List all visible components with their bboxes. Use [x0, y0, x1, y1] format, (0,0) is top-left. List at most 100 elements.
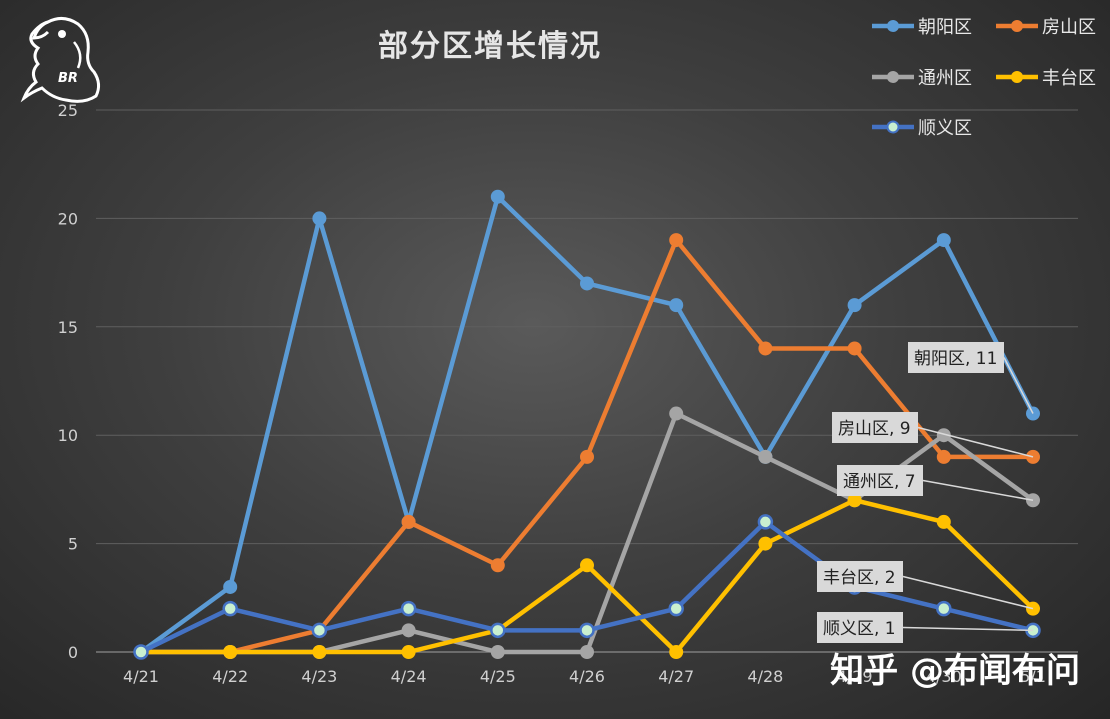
data-label: 朝阳区, 11 [908, 342, 1034, 414]
x-tick-label: 4/21 [123, 667, 159, 686]
data-point [669, 298, 684, 313]
data-label-box [832, 412, 918, 443]
data-label-text: 房山区, 9 [838, 419, 911, 439]
series-group [133, 189, 1041, 660]
legend-item: 顺义区 [872, 118, 972, 139]
data-point [312, 211, 327, 226]
y-tick-label: 0 [68, 643, 78, 662]
leader-line [1003, 357, 1034, 414]
data-point [847, 341, 862, 356]
legend-item: 丰台区 [996, 68, 1096, 89]
data-label-box [908, 342, 1004, 373]
chart-title: 部分区增长情况 [378, 29, 602, 64]
data-point [936, 428, 951, 443]
data-label-text: 朝阳区, 11 [914, 349, 997, 369]
leader-line [922, 479, 1034, 501]
data-label-box [817, 561, 903, 592]
legend-label: 顺义区 [918, 118, 972, 139]
data-point [490, 645, 505, 659]
data-point [401, 623, 416, 638]
data-point [490, 558, 505, 573]
legend-label: 通州区 [918, 68, 972, 89]
y-tick-label: 15 [58, 318, 78, 337]
y-tick-label: 5 [68, 535, 78, 554]
leader-line [902, 575, 1034, 610]
data-point [400, 600, 417, 617]
data-point [668, 600, 684, 617]
data-point [312, 645, 327, 659]
data-point [847, 298, 862, 313]
legend-marker [886, 120, 900, 134]
data-point [936, 514, 951, 529]
data-point [579, 622, 595, 639]
x-tick-label: 4/30 [926, 667, 962, 686]
legend-item: 房山区 [996, 17, 1096, 38]
x-tick-label: 4/22 [212, 667, 248, 686]
data-label: 通州区, 7 [837, 465, 1034, 501]
y-tick-label: 10 [58, 426, 78, 445]
x-tick-label: 4/28 [747, 667, 783, 686]
data-point [847, 493, 862, 508]
legend-marker [1011, 20, 1023, 32]
series-3 [134, 406, 1040, 659]
x-tick-label: 5/1 [1020, 667, 1046, 686]
data-label: 丰台区, 2 [817, 561, 1034, 610]
x-tick-label: 4/23 [301, 667, 337, 686]
y-tick-label: 25 [58, 101, 78, 120]
data-point [223, 645, 238, 659]
x-axis: 4/21 4/22 4/23 4/24 4/25 4/26 4/27 4/28 4/29 4/30… [123, 667, 1046, 686]
data-label-text: 顺义区, 1 [823, 619, 896, 639]
x-tick-label: 4/26 [569, 667, 605, 686]
series-5 [133, 514, 1041, 660]
data-point [669, 406, 684, 421]
data-point [936, 233, 951, 248]
data-point [223, 579, 238, 594]
legend-marker [887, 71, 899, 83]
legend-item: 朝阳区 [872, 17, 972, 38]
parrot-logo-icon: BR [20, 17, 101, 103]
data-point [311, 622, 328, 639]
data-point [580, 645, 594, 659]
data-label: 房山区, 9 [832, 412, 1034, 458]
data-point [669, 645, 684, 659]
data-point [936, 449, 951, 464]
data-label-text: 通州区, 7 [843, 472, 916, 492]
logo-text: BR [58, 71, 78, 86]
legend-item: 通州区 [872, 68, 972, 89]
data-point [758, 536, 773, 551]
legend-label: 丰台区 [1042, 68, 1096, 89]
legend-marker [1011, 71, 1023, 83]
data-label-box [817, 612, 903, 643]
data-label: 顺义区, 1 [817, 612, 1034, 643]
leader-line [917, 426, 1034, 458]
y-tick-label: 20 [58, 209, 78, 228]
data-point [490, 189, 505, 204]
legend-marker [887, 20, 899, 32]
series-2 [134, 233, 1040, 659]
y-axis: 0 5 10 15 20 25 [58, 101, 78, 662]
data-label-text: 丰台区, 2 [823, 568, 896, 588]
data-point [580, 276, 594, 291]
data-point [222, 600, 238, 617]
leader-line [902, 626, 1034, 632]
data-point [401, 645, 416, 659]
data-point [133, 644, 149, 660]
legend-label: 房山区 [1042, 17, 1096, 38]
data-point [669, 233, 684, 248]
legend-label: 朝阳区 [918, 17, 972, 38]
watermark: 知乎 @布闻布问 [830, 651, 1080, 691]
x-tick-label: 4/29 [837, 667, 873, 686]
data-point [401, 514, 416, 529]
data-labels: 朝阳区, 11 房山区, 9 通州区, 7 丰台区, 2 顺义区, 1 [817, 342, 1034, 643]
x-tick-label: 4/27 [658, 667, 694, 686]
data-point [757, 514, 774, 530]
data-point [580, 558, 594, 573]
x-tick-label: 4/25 [480, 667, 516, 686]
data-point [490, 622, 506, 639]
data-point [758, 449, 773, 464]
data-point [936, 600, 952, 617]
data-point [580, 449, 594, 464]
data-label-box [837, 465, 923, 496]
